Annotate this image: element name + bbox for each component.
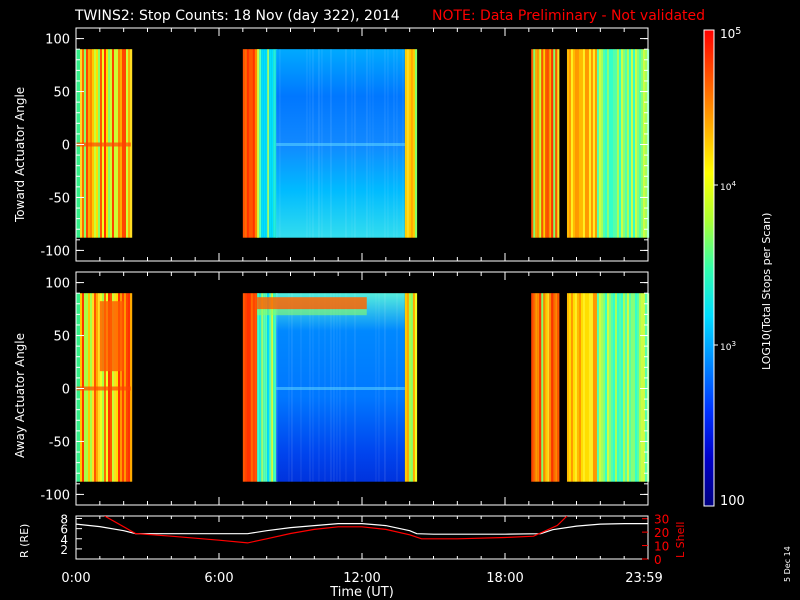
x-tick-label: 18:00	[486, 571, 523, 586]
heatmap-block	[242, 49, 418, 238]
y-tick-label: 100	[45, 33, 70, 48]
heatmap-block	[76, 293, 133, 482]
toward-ylabel: Toward Actuator Angle	[13, 87, 27, 223]
y-tick-label: -100	[40, 488, 70, 503]
lshell-tick-label: 30	[654, 513, 669, 527]
lshell-tick-label: 10	[654, 540, 669, 554]
preliminary-note: NOTE: Data Preliminary - Not validated	[432, 8, 705, 24]
heatmap-block	[566, 293, 650, 482]
lshell-tick-label: 0	[654, 553, 662, 567]
away-ylabel: Away Actuator Angle	[13, 333, 27, 458]
colorbar: 105 104 103 100 LOG10(Total Stops per Sc…	[703, 26, 773, 509]
heatmap-block	[242, 293, 418, 482]
y-tick-label: -50	[49, 191, 70, 206]
date-stamp: 5 Dec 14	[783, 546, 792, 582]
y-tick-label: 50	[53, 330, 70, 345]
r-tick-label: 2	[60, 543, 68, 557]
y-tick-label: 0	[62, 383, 70, 398]
x-tick-label: 0:00	[61, 571, 90, 586]
y-tick-label: 100	[45, 277, 70, 292]
figure-title: TWINS2: Stop Counts: 18 Nov (day 322), 2…	[74, 8, 400, 24]
colorbar-tick-max: 105	[720, 26, 741, 41]
y-tick-label: -50	[49, 435, 70, 450]
colorbar-tick-min: 100	[720, 494, 745, 509]
r-ylabel: R (RE)	[18, 524, 31, 558]
time-xlabel: Time (UT)	[329, 585, 394, 600]
x-tick-label: 6:00	[204, 571, 233, 586]
heatmap-block	[566, 49, 650, 238]
r-tick-label: 6	[60, 523, 68, 537]
lshell-series-line	[104, 516, 568, 544]
r-series-line	[76, 522, 648, 535]
lshell-tick-label: 20	[654, 526, 669, 540]
y-tick-label: 50	[53, 86, 70, 101]
heatmap-block	[531, 293, 560, 482]
r-tick-label: 8	[60, 513, 68, 527]
colorbar-tick-1e3: 103	[720, 339, 736, 353]
lshell-ylabel: L Shell	[674, 522, 687, 558]
heatmap-block	[76, 49, 133, 238]
x-tick-label: 23:59	[625, 571, 662, 586]
colorbar-label: LOG10(Total Stops per Scan)	[760, 213, 773, 370]
y-tick-label: -100	[40, 244, 70, 259]
colorbar-tick-1e4: 104	[720, 179, 736, 193]
toward-actuator-heatmap: 100 50 0 -50 -100	[40, 27, 650, 262]
away-actuator-heatmap: 100 50 0 -50 -100	[40, 271, 650, 506]
orbit-panel-frame	[75, 515, 649, 560]
r-tick-label: 4	[60, 533, 68, 547]
y-tick-label: 0	[62, 139, 70, 154]
heatmap-block	[531, 49, 560, 238]
x-tick-label: 12:00	[343, 571, 380, 586]
colorbar-gradient	[704, 30, 714, 506]
